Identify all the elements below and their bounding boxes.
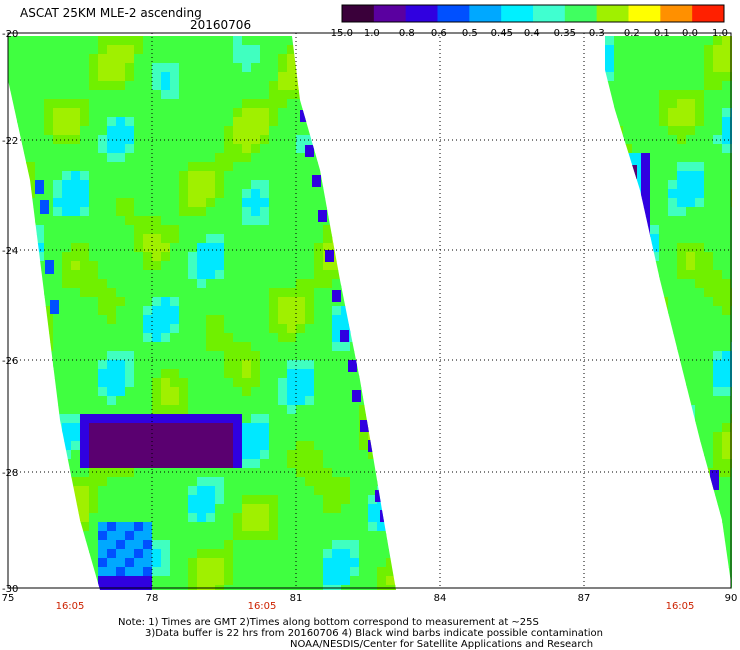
map-date: 20160706: [190, 18, 252, 32]
swath-right: [605, 36, 732, 590]
colorbar-swatch: [660, 5, 693, 22]
plot-frame: [7, 32, 732, 589]
x-tick-label: 78: [146, 593, 159, 604]
y-tick-label: -24: [2, 246, 18, 257]
swath-left: [8, 36, 396, 590]
colorbar-swatch: [469, 5, 502, 22]
colorbar-swatch: [596, 5, 629, 22]
colorbar-swatch: [564, 5, 598, 22]
tick-labels: 75 78 81 84 87 90 -20 -22 -24 -26 -28 -30 16:05 16:05…: [2, 29, 738, 612]
colorbar-swatch: [501, 5, 534, 22]
note-line-2: 3)Data buffer is 22 hrs from 20160706 4)…: [145, 628, 603, 639]
grid-lines: [8, 33, 731, 588]
y-tick-label: -22: [2, 136, 18, 147]
pass-time-label: 16:05: [248, 601, 277, 612]
colorbar-swatch: [692, 5, 725, 22]
colorbar-swatch: [373, 5, 407, 22]
pass-time-label: 16:05: [666, 601, 695, 612]
x-tick-label: 81: [290, 593, 303, 604]
x-tick-label: 90: [725, 593, 738, 604]
y-tick-label: -26: [2, 356, 18, 367]
note-line-1: Note: 1) Times are GMT 2)Times along bot…: [118, 617, 539, 628]
pass-time-label: 16:05: [56, 601, 85, 612]
colorbar-swatch: [405, 5, 438, 22]
y-tick-label: -20: [2, 29, 18, 40]
x-tick-label: 75: [2, 593, 15, 604]
map-title: ASCAT 25KM MLE-2 ascending: [20, 6, 202, 20]
colorbar-swatch: [342, 5, 375, 22]
colorbar-swatch: [533, 5, 566, 22]
note-line-3: NOAA/NESDIS/Center for Satellite Applica…: [290, 639, 594, 650]
y-tick-label: -30: [2, 584, 18, 595]
colorbar-swatch: [437, 5, 470, 22]
colorbar-swatch: [628, 5, 661, 22]
x-tick-label: 87: [578, 593, 591, 604]
x-tick-label: 84: [434, 593, 447, 604]
y-tick-label: -28: [2, 468, 18, 479]
